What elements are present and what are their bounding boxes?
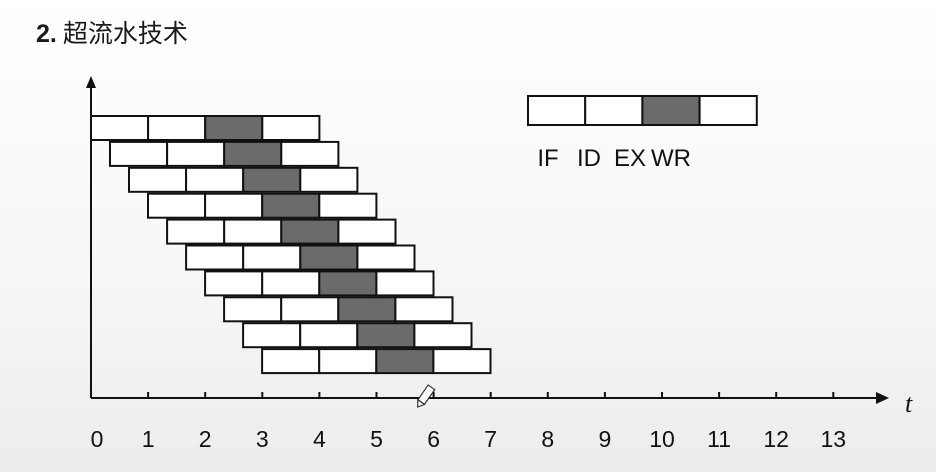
stage-box-if — [242, 322, 302, 349]
y-axis-arrow — [86, 76, 96, 88]
stage-box-ex — [261, 192, 321, 219]
tick-label: 11 — [707, 426, 731, 452]
stage-box-ex — [223, 140, 283, 167]
tick-label: 3 — [256, 426, 269, 452]
page-title: 2. 超流水技术 — [36, 14, 188, 50]
legend-label-id: ID — [577, 145, 601, 172]
instruction-row — [242, 322, 473, 349]
x-axis-arrow — [876, 392, 889, 404]
tick-label: 2 — [199, 426, 212, 452]
pen-cursor-icon — [417, 384, 436, 408]
instruction-row — [185, 244, 416, 271]
stage-box-wr — [375, 270, 435, 297]
stage-box-ex — [299, 244, 359, 271]
stage-box-id — [147, 115, 207, 141]
x-axis-ticks: 0 1 2 3 4 5 6 7 8 9 10 11 12 13 — [91, 392, 846, 452]
stage-box-wr — [432, 348, 492, 375]
instruction-row — [90, 115, 321, 141]
stage-box-if — [166, 218, 226, 245]
stage-box-ex — [337, 296, 397, 323]
stage-box-ex — [356, 322, 416, 349]
legend-label-wr: WR — [651, 145, 691, 172]
legend-box-if — [527, 95, 587, 126]
stage-box-id — [299, 322, 359, 349]
stage-box-ex — [242, 166, 302, 193]
stage-box-id — [261, 270, 321, 297]
stage-box-if — [261, 348, 321, 375]
tick-label: 13 — [821, 426, 847, 452]
stage-box-ex — [318, 270, 378, 297]
instruction-row — [223, 296, 454, 323]
instruction-row — [261, 348, 492, 375]
tick-label: 1 — [142, 426, 155, 452]
instruction-row — [128, 166, 359, 193]
legend-label-if: IF — [537, 145, 558, 172]
instruction-row — [204, 270, 435, 297]
legend-box-id — [584, 95, 644, 126]
instruction-row — [109, 140, 340, 167]
stage-box-if — [204, 270, 264, 297]
stage-box-wr — [299, 166, 359, 193]
pipeline-rows — [90, 115, 492, 375]
stage-box-id — [204, 192, 264, 219]
stage-box-id — [223, 218, 283, 245]
stage-box-id — [318, 348, 378, 375]
stage-box-wr — [280, 140, 340, 167]
instruction-row — [166, 218, 397, 245]
stage-box-ex — [204, 115, 264, 141]
stage-box-id — [166, 140, 226, 167]
legend-box-ex — [641, 95, 701, 126]
tick-label: 4 — [313, 426, 326, 452]
stage-box-id — [185, 166, 245, 193]
x-axis-label: t — [905, 389, 913, 418]
stage-box-if — [109, 140, 169, 167]
tick-label: 0 — [91, 426, 104, 452]
tick-label: 7 — [484, 426, 497, 452]
tick-label: 9 — [599, 426, 612, 452]
stage-box-wr — [337, 218, 397, 245]
stage-box-wr — [318, 192, 378, 219]
tick-label: 8 — [541, 426, 554, 452]
title-number: 2. — [36, 20, 57, 48]
stage-box-if — [147, 192, 207, 219]
legend-box-wr — [698, 95, 758, 126]
tick-label: 5 — [370, 426, 383, 452]
axes: t — [86, 76, 913, 418]
stage-box-id — [280, 296, 340, 323]
tick-label: 6 — [427, 426, 440, 452]
stage-box-ex — [280, 218, 340, 245]
stage-box-wr — [413, 322, 473, 349]
stage-box-id — [242, 244, 302, 271]
tick-label: 12 — [763, 426, 789, 452]
legend-label-ex: EX — [614, 145, 646, 172]
stage-box-if — [128, 166, 188, 193]
stage-box-wr — [261, 115, 321, 141]
stage-box-wr — [356, 244, 416, 271]
stage-box-wr — [394, 296, 454, 323]
instruction-row — [147, 192, 378, 219]
stage-box-if — [223, 296, 283, 323]
tick-label: 10 — [649, 426, 675, 452]
title-text: 超流水技术 — [62, 20, 188, 48]
stage-box-if — [185, 244, 245, 271]
stage-box-if — [90, 115, 150, 141]
stage-legend: IF ID EX WR — [527, 95, 758, 172]
stage-box-ex — [375, 348, 435, 375]
